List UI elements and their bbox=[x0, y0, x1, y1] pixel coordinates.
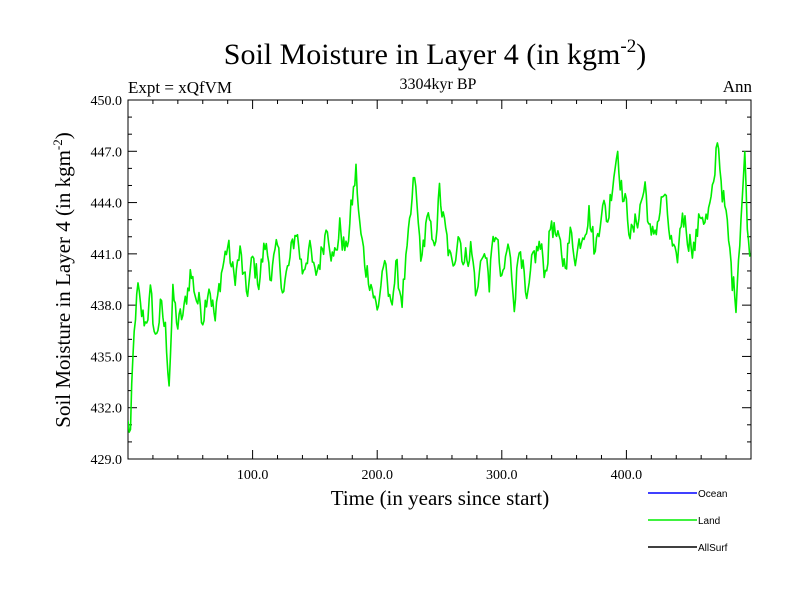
x-tick-label-3: 400.0 bbox=[611, 468, 643, 483]
y-axis-ticks: 429.0 432.0 435.0 438.0 441.0 444.0 447.0 450.0 bbox=[91, 94, 751, 468]
y-axis-label-close: ) bbox=[51, 132, 75, 139]
y-tick-label-4: 441.0 bbox=[91, 248, 123, 263]
y-tick-label-6: 447.0 bbox=[91, 145, 123, 160]
series-land-line bbox=[128, 142, 751, 433]
x-tick-label-1: 200.0 bbox=[361, 468, 393, 483]
y-axis-label: Soil Moisture in Layer 4 (in kgm-2) bbox=[50, 132, 75, 427]
x-tick-label-2: 300.0 bbox=[486, 468, 518, 483]
chart-title: Soil Moisture in Layer 4 (in kgm-2) bbox=[224, 36, 646, 71]
x-axis-label: Time (in years since start) bbox=[331, 486, 550, 510]
y-axis-label-superscript: -2 bbox=[50, 139, 65, 150]
y-tick-label-3: 438.0 bbox=[91, 299, 123, 314]
legend: Ocean Land AllSurf bbox=[648, 489, 728, 554]
legend-label-allsurf: AllSurf bbox=[698, 543, 728, 554]
y-tick-label-1: 432.0 bbox=[91, 402, 123, 417]
legend-label-land: Land bbox=[698, 516, 720, 527]
y-tick-label-5: 444.0 bbox=[91, 197, 123, 212]
chart-title-close: ) bbox=[636, 38, 646, 71]
legend-label-ocean: Ocean bbox=[698, 489, 727, 500]
y-tick-label-7: 450.0 bbox=[91, 94, 123, 109]
y-axis-label-main: Soil Moisture in Layer 4 (in kgm bbox=[51, 150, 75, 428]
chart-title-superscript: -2 bbox=[620, 36, 636, 57]
y-tick-label-2: 435.0 bbox=[91, 350, 123, 365]
x-tick-label-0: 100.0 bbox=[237, 468, 269, 483]
y-tick-label-0: 429.0 bbox=[91, 453, 123, 468]
plot-frame bbox=[127, 99, 752, 460]
x-axis-ticks: 100.0 200.0 300.0 400.0 bbox=[237, 100, 642, 483]
time-label: 3304kyr BP bbox=[400, 76, 477, 93]
chart-title-main: Soil Moisture in Layer 4 (in kgm bbox=[224, 38, 621, 71]
expt-label: Expt = xQfVM bbox=[128, 78, 232, 97]
season-label: Ann bbox=[723, 77, 753, 96]
